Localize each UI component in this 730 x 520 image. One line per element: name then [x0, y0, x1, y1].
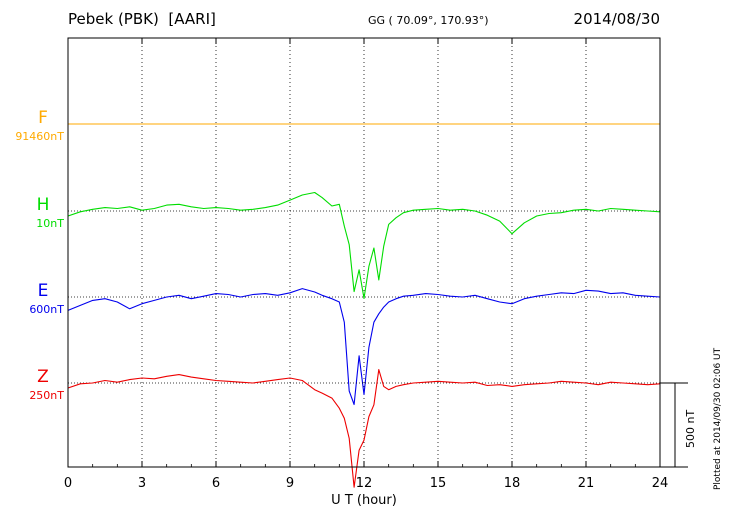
baseline-label-e: 600nT	[29, 303, 64, 316]
plotted-timestamp: Plotted at 2014/09/30 02:06 UT	[713, 347, 723, 490]
x-tick-label: 15	[430, 476, 447, 491]
series-name-e: E	[38, 281, 49, 301]
baseline-label-z: 250nT	[29, 389, 64, 402]
date-label: 2014/08/30	[573, 10, 660, 28]
trace-e	[67, 288, 661, 406]
scale-bar-label: 500 nT	[684, 409, 697, 448]
series-name-f: F	[38, 108, 48, 128]
x-tick-label: 21	[578, 476, 595, 491]
series-name-z: Z	[37, 367, 49, 387]
trace-z	[67, 369, 661, 488]
baseline-label-f: 91460nT	[15, 130, 64, 143]
x-tick-label: 3	[138, 476, 146, 491]
series-name-h: H	[37, 195, 50, 215]
x-tick-label: 12	[356, 476, 373, 491]
x-tick-label: 18	[504, 476, 521, 491]
baseline-label-h: 10nT	[36, 217, 64, 230]
x-tick-label: 24	[652, 476, 669, 491]
x-tick-label: 9	[286, 476, 294, 491]
x-axis-label: U T (hour)	[331, 493, 397, 508]
station-title: Pebek (PBK) [AARI]	[68, 10, 216, 28]
x-tick-label: 0	[64, 476, 72, 491]
geographic-coordinates: GG ( 70.09°, 170.93°)	[368, 14, 489, 27]
trace-h	[67, 191, 661, 299]
x-tick-label: 6	[212, 476, 220, 491]
